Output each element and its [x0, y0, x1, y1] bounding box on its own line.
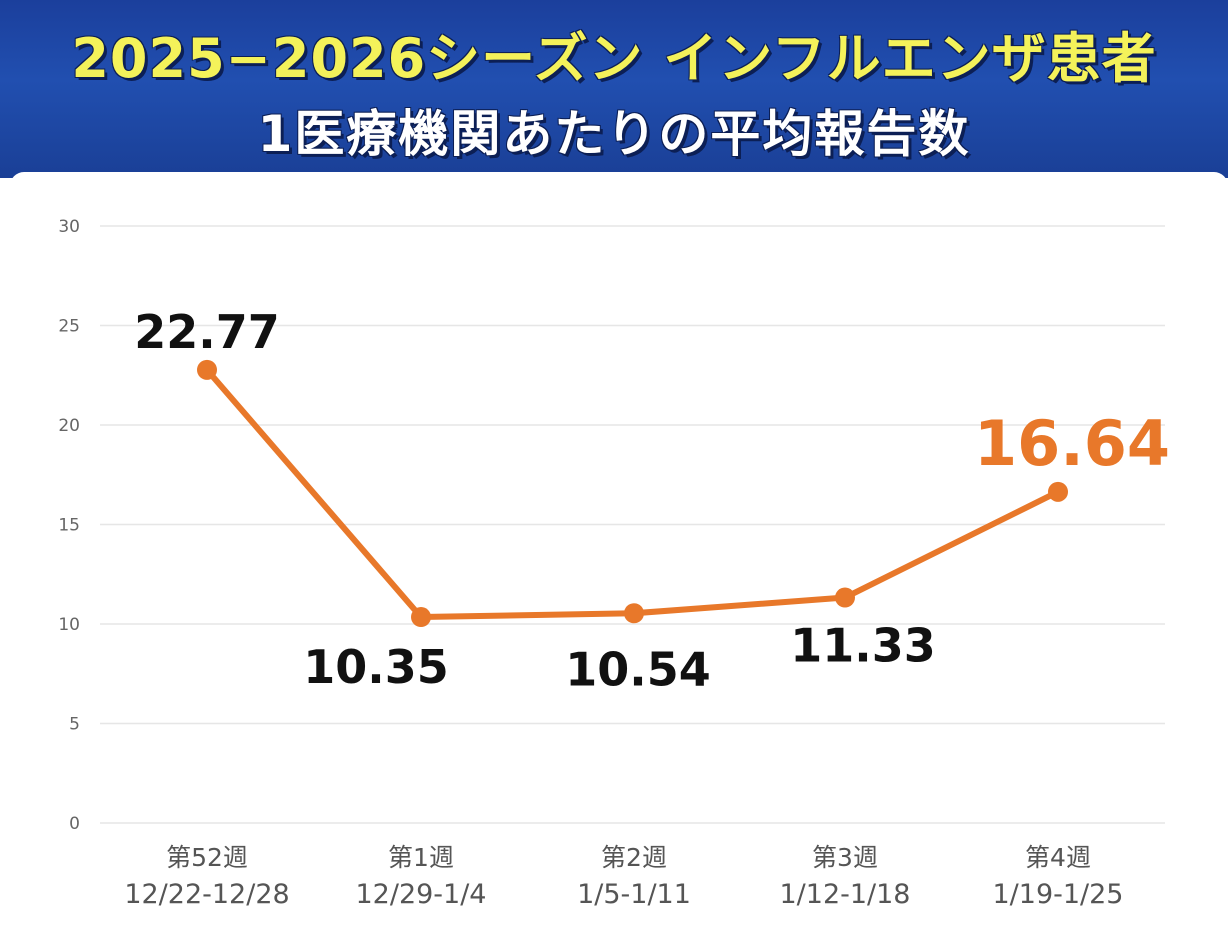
y-tick-label: 30	[58, 217, 80, 237]
data-point	[624, 603, 644, 624]
data-label: 10.54	[565, 642, 711, 696]
y-tick-label: 0	[69, 814, 80, 834]
series-line	[204, 366, 1061, 621]
data-label: 11.33	[790, 619, 936, 673]
x-tick-label-range: 1/5-1/11	[577, 879, 691, 910]
y-tick-label: 25	[58, 317, 80, 337]
y-tick-label: 20	[58, 416, 80, 436]
y-tick-label: 5	[69, 715, 80, 735]
data-label: 10.35	[303, 640, 449, 694]
y-tick-label: 15	[58, 516, 80, 536]
chart-subtitle: 1医療機関あたりの平均報告数	[257, 105, 971, 163]
x-tick-label-range: 1/12-1/18	[779, 879, 910, 910]
x-tick-label-range: 12/22-12/28	[124, 879, 289, 910]
x-tick-label-week: 第3週	[812, 843, 878, 872]
x-tick-label-range: 1/19-1/25	[992, 879, 1123, 910]
data-point	[197, 359, 217, 380]
chart-title: 2025−2026シーズン インフルエンザ患者	[71, 27, 1157, 90]
data-point	[411, 607, 431, 628]
data-label: 22.77	[134, 305, 280, 359]
x-tick-label-week: 第4週	[1025, 843, 1091, 872]
y-tick-label: 10	[58, 615, 80, 635]
chart-header: 2025−2026シーズン インフルエンザ患者 1医療機関あたりの平均報告数	[0, 0, 1228, 178]
chart-panel	[10, 172, 1228, 942]
data-point	[1048, 481, 1068, 502]
x-tick-label-week: 第2週	[601, 843, 667, 872]
x-tick-label-week: 第52週	[166, 843, 248, 872]
data-point	[835, 587, 855, 608]
data-label: 16.64	[974, 407, 1170, 480]
x-tick-label-week: 第1週	[388, 843, 454, 872]
x-tick-label-range: 12/29-1/4	[355, 879, 486, 910]
